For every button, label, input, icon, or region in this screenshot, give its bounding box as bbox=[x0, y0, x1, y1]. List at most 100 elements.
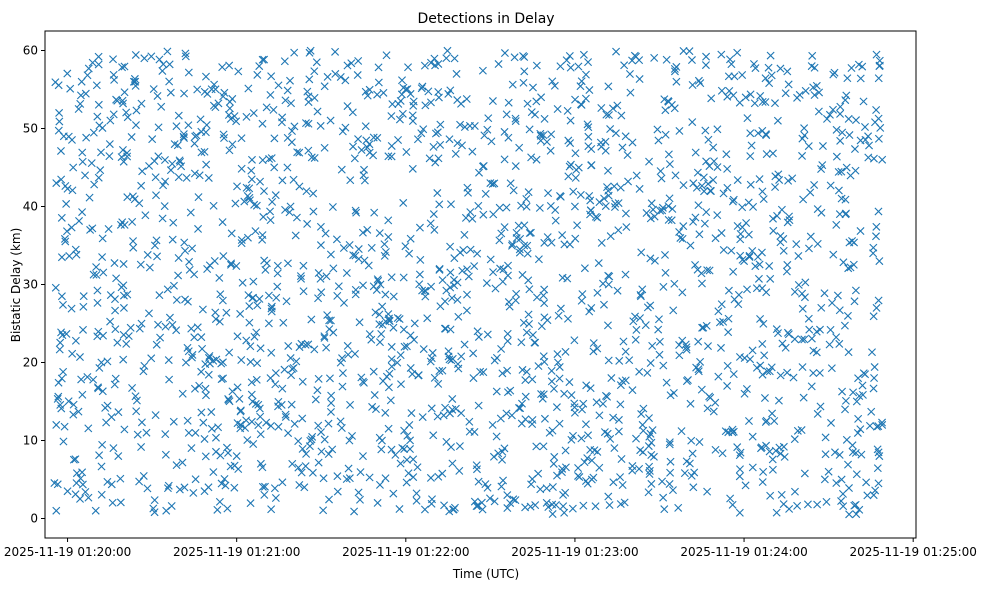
detection-point bbox=[247, 390, 256, 399]
detection-point bbox=[195, 171, 204, 180]
detection-point bbox=[190, 384, 199, 393]
detection-point bbox=[874, 296, 883, 305]
detection-point bbox=[807, 382, 816, 391]
detection-point bbox=[874, 134, 883, 143]
detection-point bbox=[844, 264, 853, 273]
detection-point bbox=[748, 432, 757, 441]
detection-point bbox=[154, 320, 163, 329]
detection-point bbox=[424, 87, 433, 96]
detection-point bbox=[75, 216, 84, 225]
detection-point bbox=[173, 141, 182, 150]
detection-point bbox=[839, 258, 848, 267]
detection-point bbox=[793, 93, 802, 102]
detection-point bbox=[266, 421, 275, 430]
detection-point bbox=[299, 261, 308, 270]
detection-point bbox=[675, 126, 684, 135]
detection-point bbox=[609, 478, 618, 487]
detection-point bbox=[503, 337, 512, 346]
detection-point bbox=[593, 447, 602, 456]
detection-point bbox=[94, 173, 103, 182]
detection-point bbox=[324, 450, 333, 459]
detection-point bbox=[190, 139, 199, 148]
detection-point bbox=[820, 289, 829, 298]
detection-point bbox=[346, 400, 355, 409]
detection-point bbox=[776, 371, 785, 380]
detection-point bbox=[423, 314, 432, 323]
detection-point bbox=[632, 171, 641, 180]
detection-point bbox=[581, 70, 590, 79]
detection-point bbox=[440, 501, 449, 510]
detection-point bbox=[94, 60, 103, 69]
detection-point bbox=[873, 464, 882, 473]
detection-point bbox=[583, 120, 592, 129]
detection-point bbox=[495, 203, 504, 212]
detection-point bbox=[388, 100, 397, 109]
detection-point bbox=[617, 455, 626, 464]
detection-point bbox=[838, 387, 847, 396]
detection-point bbox=[552, 403, 561, 412]
detection-point bbox=[325, 495, 334, 504]
detection-point bbox=[95, 451, 104, 460]
detection-point bbox=[817, 165, 826, 174]
detection-point bbox=[555, 419, 564, 428]
detection-point bbox=[486, 255, 495, 264]
detection-point bbox=[508, 80, 517, 89]
detection-point bbox=[79, 325, 88, 334]
detection-point bbox=[809, 369, 818, 378]
detection-point bbox=[384, 424, 393, 433]
detection-point bbox=[852, 470, 861, 479]
detection-point bbox=[483, 125, 492, 134]
detection-point bbox=[489, 268, 498, 277]
detection-point bbox=[638, 285, 647, 294]
y-tick-label: 40 bbox=[23, 200, 38, 214]
detection-point bbox=[578, 290, 587, 299]
detection-point bbox=[776, 232, 785, 241]
detection-point bbox=[237, 134, 246, 143]
detection-point bbox=[474, 201, 483, 210]
detection-point bbox=[472, 465, 481, 474]
detection-point bbox=[333, 487, 342, 496]
detection-point bbox=[616, 183, 625, 192]
detection-point bbox=[715, 318, 724, 327]
detection-point bbox=[765, 79, 774, 88]
detection-point bbox=[333, 291, 342, 300]
detection-point bbox=[498, 369, 507, 378]
detection-point bbox=[870, 363, 879, 372]
detection-point bbox=[604, 82, 613, 91]
detection-point bbox=[801, 278, 810, 287]
detection-point bbox=[665, 194, 674, 203]
detection-point bbox=[525, 285, 534, 294]
detection-point bbox=[166, 88, 175, 97]
detection-point bbox=[818, 142, 827, 151]
detection-point bbox=[636, 290, 645, 299]
detection-point bbox=[767, 71, 776, 80]
detection-point bbox=[595, 198, 604, 207]
detection-point bbox=[191, 475, 200, 484]
detection-point bbox=[587, 303, 596, 312]
detection-point bbox=[360, 165, 369, 174]
detection-point bbox=[679, 46, 688, 55]
detection-point bbox=[494, 449, 503, 458]
detection-point bbox=[554, 311, 563, 320]
detection-point bbox=[64, 397, 73, 406]
y-tick-label: 20 bbox=[23, 356, 38, 370]
detection-point bbox=[298, 414, 307, 423]
detection-point bbox=[222, 308, 231, 317]
detection-point bbox=[856, 425, 865, 434]
detection-point bbox=[129, 243, 138, 252]
detection-point bbox=[365, 330, 374, 339]
detection-point bbox=[813, 500, 822, 509]
detection-point bbox=[253, 359, 262, 368]
detection-point bbox=[469, 374, 478, 383]
detection-point bbox=[526, 228, 535, 237]
detection-point bbox=[565, 378, 574, 387]
detection-point bbox=[874, 74, 883, 83]
detection-point bbox=[621, 347, 630, 356]
detection-point bbox=[341, 123, 350, 132]
detection-point bbox=[852, 510, 861, 519]
detection-point bbox=[717, 229, 726, 238]
detection-point bbox=[830, 448, 839, 457]
detection-point bbox=[869, 384, 878, 393]
detection-point bbox=[181, 295, 190, 304]
detection-point bbox=[489, 210, 498, 219]
